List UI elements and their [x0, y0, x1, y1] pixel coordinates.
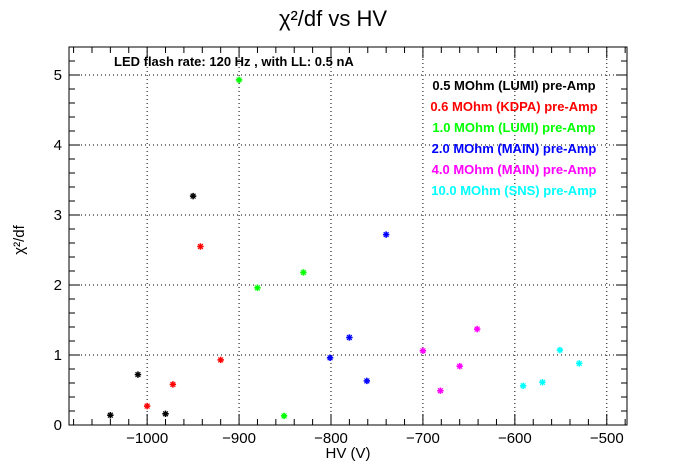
data-point — [539, 379, 546, 386]
tick-labels: −1000 −900 −800 −700 −600 −500 0 1 2 3 4 5 — [54, 67, 624, 447]
x-tick-label: −500 — [590, 430, 624, 447]
data-point — [519, 382, 527, 389]
marker-d2 — [144, 403, 150, 409]
x-tick-label: −800 — [314, 430, 348, 447]
data-point — [326, 354, 334, 361]
marker-d2 — [236, 77, 242, 83]
legend-entry: 0.5 MOhm (LUMI) pre-Amp — [432, 78, 595, 93]
marker-d2 — [197, 243, 204, 250]
y-tick-label: 5 — [54, 67, 62, 84]
marker-d2 — [107, 412, 114, 419]
data-point — [134, 371, 142, 378]
x-tick-label: −600 — [498, 430, 532, 447]
marker-d2 — [254, 284, 261, 291]
y-tick-label: 3 — [54, 207, 62, 224]
marker-d2 — [346, 334, 353, 341]
chart-title: χ²/df vs HV — [279, 6, 387, 31]
data-point — [363, 377, 371, 385]
x-tick-label: −1000 — [126, 430, 168, 447]
marker-d2 — [474, 326, 480, 332]
data-point — [254, 284, 261, 291]
grid — [69, 47, 627, 425]
marker-d2 — [520, 382, 526, 389]
marker-d2 — [437, 387, 444, 394]
legend-entry: 10.0 MOhm (SNS) pre-Amp — [431, 183, 596, 198]
data-point — [437, 387, 444, 394]
marker-d2 — [170, 381, 176, 388]
data-point — [235, 76, 243, 84]
data-point — [143, 402, 151, 410]
y-tick-label: 4 — [54, 137, 62, 154]
y-tick-label: 0 — [54, 417, 62, 434]
plot-frame — [68, 46, 628, 426]
data-point — [382, 231, 390, 238]
data-point — [280, 412, 288, 420]
marker-d2 — [456, 363, 463, 370]
marker-d2 — [327, 354, 333, 361]
annotation-text: LED flash rate: 120 Hz , with LL: 0.5 nA — [114, 54, 354, 69]
marker-d2 — [190, 193, 196, 199]
data-point — [169, 381, 177, 388]
x-axis-label: HV (V) — [326, 445, 371, 462]
legend: 0.5 MOhm (LUMI) pre-Amp 0.6 MOhm (KDPA) p… — [430, 78, 597, 198]
marker-d2 — [162, 410, 169, 417]
marker-d2 — [135, 371, 141, 378]
y-axis-label: χ²/df — [11, 224, 28, 254]
data-point — [217, 356, 224, 364]
y-tick-label: 1 — [54, 347, 62, 364]
data-point — [346, 334, 353, 341]
legend-entry: 2.0 MOhm (MAIN) pre-Amp — [432, 141, 597, 156]
marker-d2 — [281, 413, 287, 419]
data-point — [556, 346, 564, 354]
data-point — [300, 269, 307, 276]
x-tick-label: −700 — [406, 430, 440, 447]
marker-d2 — [576, 360, 583, 367]
data-point — [162, 410, 169, 417]
axis-ticks — [69, 46, 627, 426]
marker-d2 — [364, 378, 370, 384]
marker-d2 — [217, 357, 224, 363]
data-point — [107, 412, 114, 419]
data-point — [419, 347, 427, 354]
marker-d2 — [383, 231, 389, 238]
data-point — [473, 325, 481, 333]
legend-entry: 4.0 MOhm (MAIN) pre-Amp — [432, 162, 597, 177]
data-points — [107, 76, 583, 420]
marker-d2 — [557, 347, 563, 353]
data-point — [456, 363, 463, 370]
legend-entry: 1.0 MOhm (LUMI) pre-Amp — [432, 120, 595, 135]
data-point — [575, 360, 583, 367]
legend-entry: 0.6 MOhm (KDPA) pre-Amp — [430, 99, 597, 114]
marker-d2 — [300, 269, 307, 276]
data-point — [197, 243, 204, 250]
marker-d2 — [420, 347, 426, 354]
y-tick-label: 2 — [54, 277, 62, 294]
data-point — [189, 192, 197, 200]
marker-d2 — [539, 379, 546, 386]
x-tick-label: −900 — [222, 430, 256, 447]
